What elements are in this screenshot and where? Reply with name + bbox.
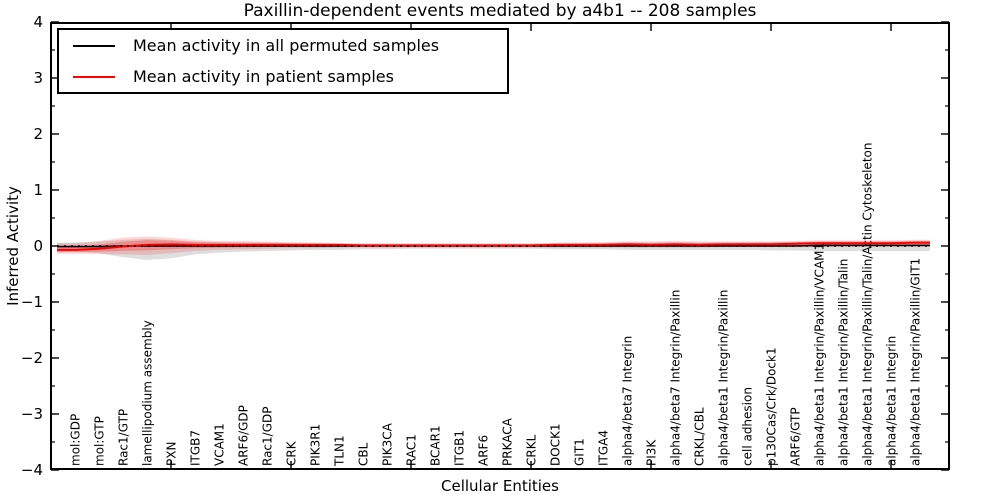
y-tick-label: −4 <box>21 461 43 479</box>
y-axis-label: Inferred Activity <box>4 186 22 306</box>
plot-frame <box>50 22 950 470</box>
x-tick-label: PXN <box>165 442 179 466</box>
x-tick-label: GIT1 <box>573 438 587 466</box>
x-tick-label: VCAM1 <box>213 423 227 466</box>
y-tick-label: 2 <box>33 125 43 143</box>
legend-label-permuted: Mean activity in all permuted samples <box>133 36 440 55</box>
x-axis-label: Cellular Entities <box>441 477 559 495</box>
x-tick-label: PRKACA <box>501 417 515 466</box>
chart-title: Paxillin-dependent events mediated by a4… <box>243 1 757 21</box>
legend-item-permuted: Mean activity in all permuted samples <box>59 30 507 61</box>
x-tick-label: ARF6/GTP <box>789 407 803 466</box>
x-tick-label: Rac1/GDP <box>261 407 275 466</box>
x-tick-label: lamellipodium assembly <box>141 320 155 466</box>
x-tick-label: CRK <box>285 440 299 466</box>
x-tick-label: CRKL/CBL <box>693 407 707 466</box>
y-tick-label: 4 <box>33 13 43 31</box>
y-tick-labels: −4 −3 −2 −1 0 1 2 3 4 <box>21 13 43 479</box>
x-tick-label: mol:GTP <box>93 416 107 466</box>
y-tick-label: 3 <box>33 69 43 87</box>
permuted-line-swatch <box>73 44 115 47</box>
series-lines <box>57 241 930 251</box>
plot-bands <box>57 236 930 260</box>
x-tick-label: alpha4/beta1 Integrin/Paxillin/Talin/Act… <box>861 143 875 466</box>
x-tick-label: RAC1 <box>405 434 419 466</box>
x-tick-label: alpha4/beta1 Integrin <box>885 336 899 466</box>
x-tick-label: PIK3CA <box>381 422 395 466</box>
x-tick-label: ITGB7 <box>189 430 203 466</box>
legend: Mean activity in all permuted samples Me… <box>57 28 509 94</box>
y-tick-label: −2 <box>21 349 43 367</box>
y-tick-label: −1 <box>21 293 43 311</box>
y-tick-label: 1 <box>33 181 43 199</box>
x-tick-label: alpha4/beta7 Integrin/Paxillin <box>669 290 683 466</box>
legend-item-patient: Mean activity in patient samples <box>59 61 507 92</box>
x-tick-label: alpha4/beta1 Integrin/Paxillin/Talin <box>837 259 851 466</box>
y-tick-label: −3 <box>21 405 43 423</box>
x-tick-label: BCAR1 <box>429 425 443 466</box>
x-tick-label: Rac1/GTP <box>117 409 131 466</box>
axis-ticks <box>51 21 949 471</box>
x-tick-label: ARF6/GDP <box>237 405 251 466</box>
x-tick-label: PI3K <box>645 439 659 466</box>
x-tick-label: alpha4/beta1 Integrin/Paxillin <box>717 290 731 466</box>
x-tick-label: p130Cas/Crk/Dock1 <box>765 347 779 466</box>
x-tick-label: TLN1 <box>333 435 347 467</box>
x-tick-label: PIK3R1 <box>309 424 323 466</box>
x-tick-label: CRKL <box>525 434 539 466</box>
patient-line-swatch <box>73 75 115 78</box>
x-tick-label: cell adhesion <box>741 387 755 466</box>
x-tick-label: CBL <box>357 442 371 466</box>
x-tick-label: DOCK1 <box>549 423 563 466</box>
x-tick-label: alpha4/beta1 Integrin/Paxillin/VCAM1 <box>813 243 827 466</box>
x-tick-labels: mol:GDP mol:GTP Rac1/GTP lamellipodium asse… <box>69 143 923 467</box>
x-tick-label: ARF6 <box>477 435 491 466</box>
x-tick-label: ITGA4 <box>597 430 611 466</box>
x-tick-label: alpha4/beta1 Integrin/Paxillin/GIT1 <box>909 258 923 466</box>
x-tick-label: alpha4/beta7 Integrin <box>621 336 635 466</box>
legend-label-patient: Mean activity in patient samples <box>133 67 394 86</box>
y-tick-label: 0 <box>33 237 43 255</box>
patient-mean-line <box>57 241 930 251</box>
x-tick-label: ITGB1 <box>453 430 467 466</box>
x-tick-label: mol:GDP <box>69 414 83 466</box>
